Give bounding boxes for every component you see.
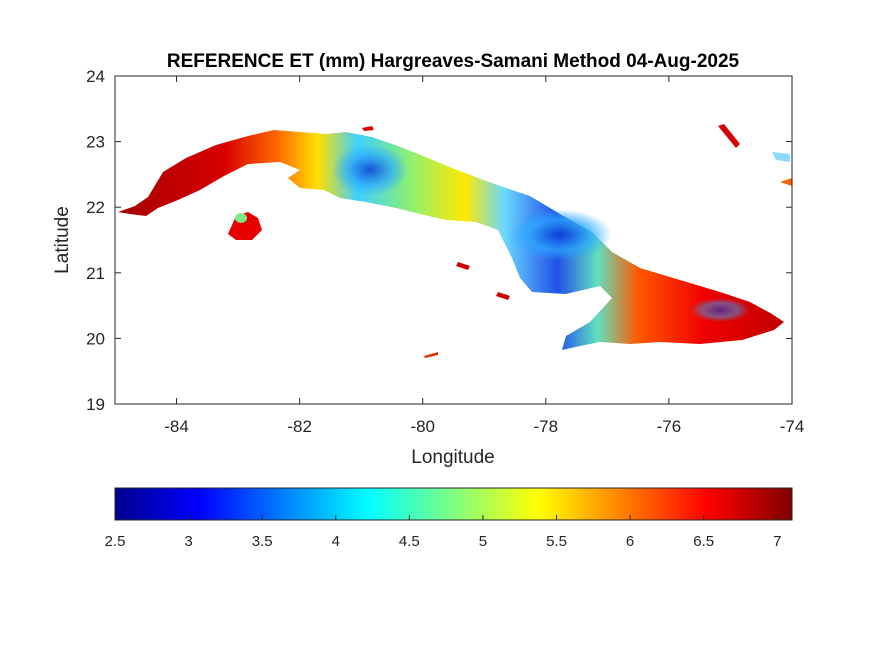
y-tick-label: 22 [86,198,105,217]
x-tick-label: -74 [780,417,805,436]
et-map-layer [118,124,792,358]
east-central-low-et-zone [508,209,612,261]
axes-box [114,75,793,405]
colorbar-tick-label: 3 [184,533,192,550]
y-axis-label: Latitude [52,206,73,274]
isla-de-la-juventud-north [235,213,247,223]
y-tick-label: 19 [86,395,105,414]
y-tick-label: 21 [86,264,105,283]
colorbar-ticks: 2.5 3 3.5 4 4.5 5 5.5 6 6.5 7 [105,515,781,550]
x-tick-label: -76 [657,417,682,436]
colorbar-tick-label: 3.5 [252,533,273,550]
far-east-coast-red [780,178,792,186]
south-keys [424,352,438,358]
y-tick-label: 20 [86,329,105,348]
x-ticks: -84 -82 -80 -78 -76 -74 [164,76,804,436]
chart-title: REFERENCE ET (mm) Hargreaves-Samani Meth… [167,51,740,72]
northeast-keys [718,124,740,148]
central-low-et-zone [332,144,408,196]
colorbar-tick-label: 2.5 [105,533,126,550]
colorbar-tick-label: 5.5 [546,533,567,550]
colorbar-tick-label: 5 [479,533,487,550]
x-axis-label: Longitude [411,447,494,468]
y-tick-label: 23 [86,133,105,152]
far-east-coast [772,152,790,162]
x-tick-label: -82 [287,417,312,436]
east-low-et-zone [690,298,750,322]
x-tick-label: -84 [164,417,189,436]
y-ticks: 19 20 21 22 23 24 [86,67,792,414]
south-coast-islets [456,262,510,300]
colorbar-tick-label: 6.5 [693,533,714,550]
colorbar-tick-label: 6 [626,533,634,550]
colorbar-tick-label: 7 [773,533,781,550]
colorbar-tick-label: 4 [332,533,340,550]
cuba-main-island [118,130,784,350]
x-tick-label: -78 [534,417,559,436]
colorbar [114,487,793,521]
x-tick-label: -80 [410,417,435,436]
colorbar-tick-label: 4.5 [399,533,420,550]
y-tick-label: 24 [86,67,105,86]
north-keys [362,126,374,131]
